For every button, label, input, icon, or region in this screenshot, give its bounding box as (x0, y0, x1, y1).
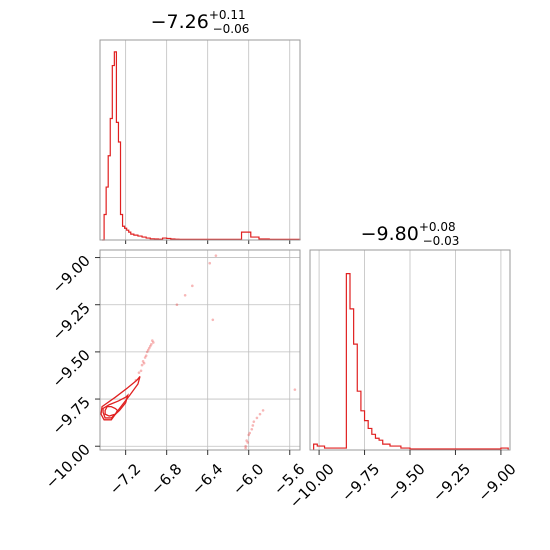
sample-point (258, 412, 262, 416)
density-contour (102, 393, 129, 419)
sample-point (246, 441, 249, 444)
sample-point (145, 350, 149, 354)
sample-point (175, 303, 179, 307)
sample-point (144, 354, 148, 357)
sample-point (137, 371, 141, 374)
x-tick-label: −7.2 (106, 460, 144, 498)
sample-point (149, 343, 153, 346)
panel-title: −7.26+0.11 −0.06 (151, 8, 250, 36)
y-tick-label: −10.00 (42, 440, 94, 492)
x-tick-label: −6.0 (229, 460, 267, 498)
sample-point (147, 346, 151, 350)
x-tick-label: −9.75 (338, 460, 383, 505)
title-median: −7.26 (151, 11, 209, 33)
sample-point (183, 293, 187, 297)
panel-frame (99, 39, 301, 241)
sample-point (247, 433, 251, 437)
histogram-line (313, 273, 509, 450)
panel-hist-param2: −10.00 −9.75 −9.50 −9.25 −9.00−9.80+0.08 −0.0… (286, 220, 520, 512)
sample-point (244, 446, 247, 450)
sample-point (248, 431, 252, 435)
sample-point (252, 420, 256, 423)
sample-point (250, 427, 254, 431)
title-minus: −0.03 (423, 234, 460, 248)
sample-point (211, 318, 215, 322)
sample-point (208, 261, 212, 265)
panel-frame (99, 249, 301, 451)
sample-point (146, 348, 150, 352)
sample-point (245, 439, 248, 442)
sample-point (152, 341, 155, 344)
sample-point (251, 424, 255, 427)
sample-point (261, 409, 265, 412)
sample-point (139, 369, 143, 373)
panel-hist-param1: −7.26+0.11 −0.06 (99, 8, 301, 244)
title-plus: +0.11 (209, 8, 246, 22)
sample-point (143, 356, 147, 359)
sample-point (244, 444, 247, 448)
x-tick-label: −6.8 (147, 460, 185, 498)
sample-point (140, 363, 144, 367)
sample-point (141, 360, 145, 363)
panel-scatter-2d: −7.2 −6.8 −6.4 −6.0 −5.6−10.00−9.75−9.50−9.2… (42, 249, 308, 499)
density-contour (100, 376, 141, 421)
sample-point (148, 344, 152, 348)
sample-point (255, 416, 259, 420)
sample-point (293, 388, 297, 391)
panel-title: −9.80+0.08 −0.03 (361, 220, 460, 248)
title-median: −9.80 (361, 223, 419, 245)
x-tick-label: −9.25 (429, 460, 474, 505)
title-plus: +0.08 (419, 220, 456, 234)
x-tick-label: −6.4 (188, 460, 226, 498)
y-tick-label: −9.75 (49, 393, 94, 438)
y-tick-label: −9.25 (49, 299, 94, 344)
y-tick-label: −9.00 (49, 252, 94, 297)
histogram-line (102, 51, 301, 241)
y-tick-label: −9.50 (49, 346, 94, 391)
sample-point (214, 254, 218, 257)
x-tick-label: −9.00 (474, 460, 519, 505)
sample-point (151, 339, 154, 342)
x-tick-label: −9.50 (384, 460, 429, 505)
sample-point (191, 284, 194, 288)
sample-point (142, 361, 146, 365)
title-minus: −0.06 (213, 22, 250, 36)
